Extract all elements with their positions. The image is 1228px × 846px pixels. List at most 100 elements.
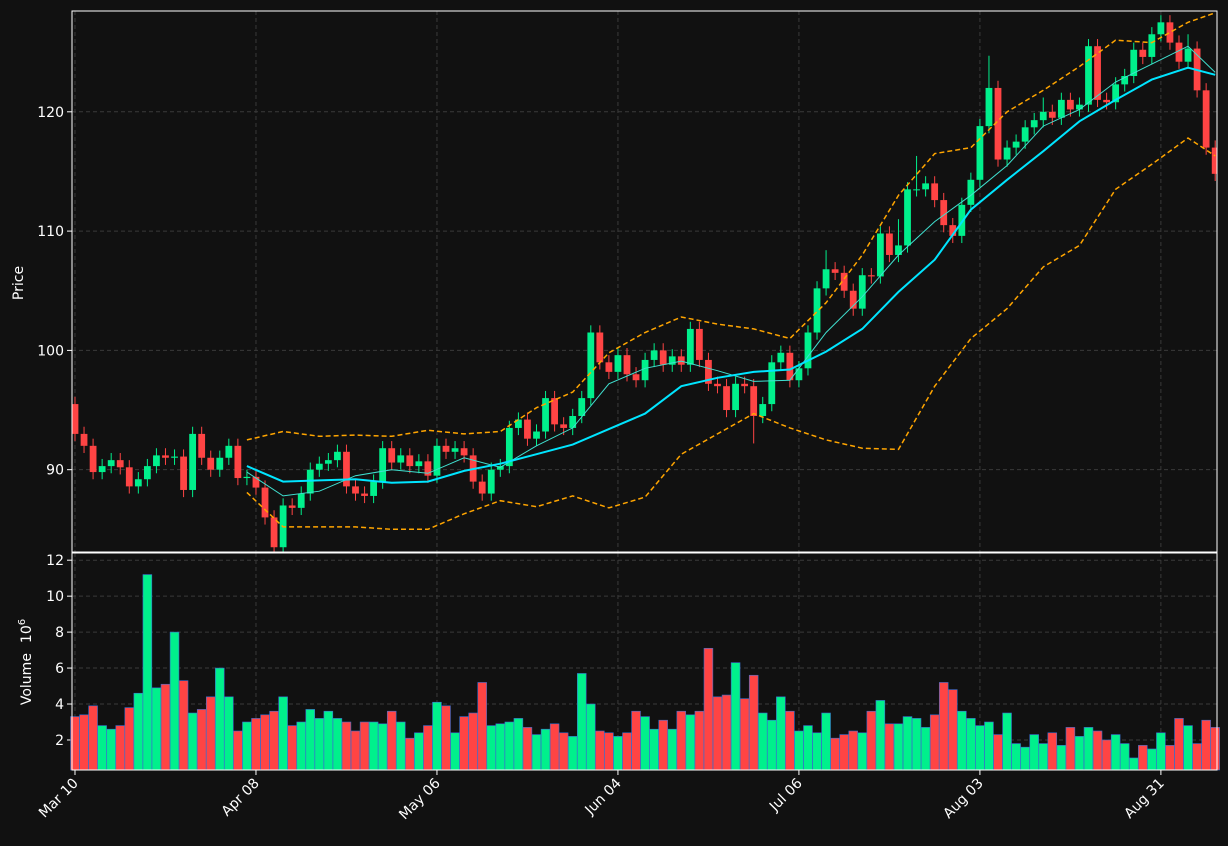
volume-bar [386,710,397,771]
candle-body [1021,127,1029,142]
y-tick-label: 90 [46,463,64,479]
candle-body [98,466,106,473]
volume-bar [785,710,795,771]
candle-body [940,200,948,226]
volume-bar [1002,712,1012,771]
volume-bar [1092,730,1103,771]
volume-bar [1138,745,1148,771]
candle-body [524,419,531,439]
volume-bar [966,718,976,771]
volume-bar [1029,734,1039,771]
candle-body [768,362,776,405]
volume-bar [242,721,252,771]
volume-bar [649,728,659,771]
candle-body [958,204,966,236]
volume-bar [1165,745,1175,771]
candle-body [831,269,839,273]
volume-bar [604,732,614,771]
volume-frame [71,552,1218,771]
candle-body [1130,49,1138,77]
candle-body [560,424,568,428]
volume-bar [1201,719,1211,771]
volume-bar [676,710,687,771]
volume-bar [396,721,406,771]
volume-bar [314,718,325,771]
volume-bar [296,721,306,771]
candle-body [388,448,396,463]
volume-bar [1192,743,1202,771]
y-tick-label: 100 [37,343,64,359]
volume-bar [459,716,469,771]
candle-body [849,290,857,309]
candle-body [786,352,794,381]
volume-bar [1011,743,1021,771]
volume-bar [1065,727,1076,771]
volume-bar [577,673,587,771]
candle-body [1076,104,1083,110]
y-tick-label: 8 [55,625,64,641]
volume-bar [920,727,931,771]
candle-body [451,448,459,452]
volume-bar [1083,727,1094,771]
volume-bar [350,730,361,771]
candle-body [252,476,260,488]
candle-body [1103,99,1110,103]
candle-body [72,404,79,434]
candle-body [858,275,866,309]
volume-bar [1056,745,1067,771]
candle-body [1211,147,1217,174]
candle-body [288,505,296,508]
candle-body [424,461,432,476]
candle-body [361,493,368,496]
candle-body [89,445,97,473]
volume-bar [712,696,723,771]
candle-body [813,288,821,333]
candle-body [705,359,712,384]
candle-body [243,476,251,479]
volume-bar [278,696,288,771]
candle-body [668,356,676,365]
volume-bar [1119,743,1130,771]
overlay-line [246,45,1216,497]
y-tick-label: 12 [46,553,64,569]
overlay-line [246,12,1216,441]
candle-body [840,272,848,291]
candle-body [632,374,640,381]
candle-body [1003,147,1011,160]
candle-body [225,445,233,458]
candle-body [207,457,215,470]
y-tick-label: 4 [55,697,64,713]
candle-body [180,456,187,490]
candles [72,12,1217,552]
candle-body [153,455,160,467]
volume-bar [730,662,741,771]
volume-bar [169,631,180,771]
volume-bar [957,710,967,771]
volume-bar [1156,732,1166,771]
candle-body [949,225,957,236]
volume-bar [377,723,388,771]
candle-body [1048,111,1056,118]
volume-bar [1101,739,1112,771]
candle-body [478,481,486,494]
candle-body [370,481,378,496]
volume-bar [667,728,677,771]
volume-bar [739,698,750,771]
volume-bar [631,710,641,771]
volume-bar [504,721,515,771]
volume-label: Volume [19,653,35,705]
volume-bar [106,728,116,771]
volume-bar [423,725,433,771]
candle-body [1085,46,1092,105]
candle-body [976,126,984,180]
volume-bar [115,725,125,771]
volume-bar [441,705,451,771]
candle-body [143,466,151,480]
volume-bar [486,725,496,771]
candle-body [171,456,178,458]
volume-bar [522,727,533,771]
volume-bar [721,694,732,771]
volume-bar [1183,725,1193,771]
